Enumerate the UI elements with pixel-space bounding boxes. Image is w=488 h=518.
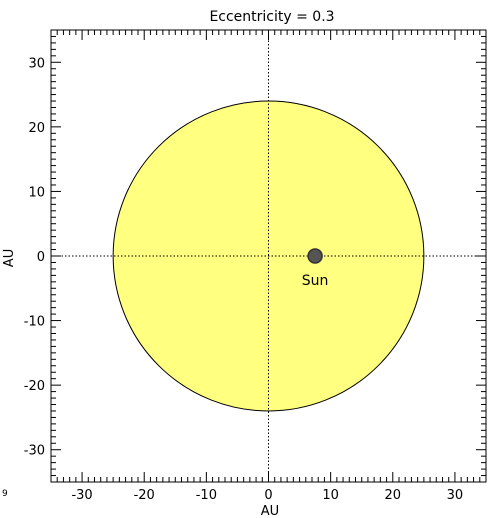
chart-title: Eccentricity = 0.3 — [209, 9, 334, 25]
y-tick-label: 10 — [28, 185, 45, 200]
y-tick-label: -30 — [24, 444, 45, 459]
x-tick-label: -30 — [71, 488, 92, 503]
corner-mark: 9 — [2, 489, 8, 499]
sun-label: Sun — [302, 273, 329, 289]
x-tick-label: 10 — [322, 488, 339, 503]
x-tick-label: -20 — [134, 488, 155, 503]
axis-ticks: -30 -20 -10 0 10 20 30 -30 -20 -10 0 10 20 30 — [24, 29, 487, 503]
y-tick-label: 20 — [28, 121, 45, 136]
sun-marker — [307, 248, 323, 264]
y-tick-label: -10 — [24, 315, 45, 330]
y-tick-label: -20 — [24, 379, 45, 394]
x-tick-label: 30 — [447, 488, 464, 503]
y-tick-label: 30 — [28, 56, 45, 71]
y-tick-label: 0 — [37, 250, 45, 265]
x-axis-label: AU — [261, 504, 279, 518]
y-axis-label: AU — [2, 249, 17, 267]
x-tick-label: -10 — [196, 488, 217, 503]
x-tick-label: 0 — [264, 488, 272, 503]
plot-frame — [50, 29, 487, 483]
x-tick-label: 20 — [385, 488, 402, 503]
